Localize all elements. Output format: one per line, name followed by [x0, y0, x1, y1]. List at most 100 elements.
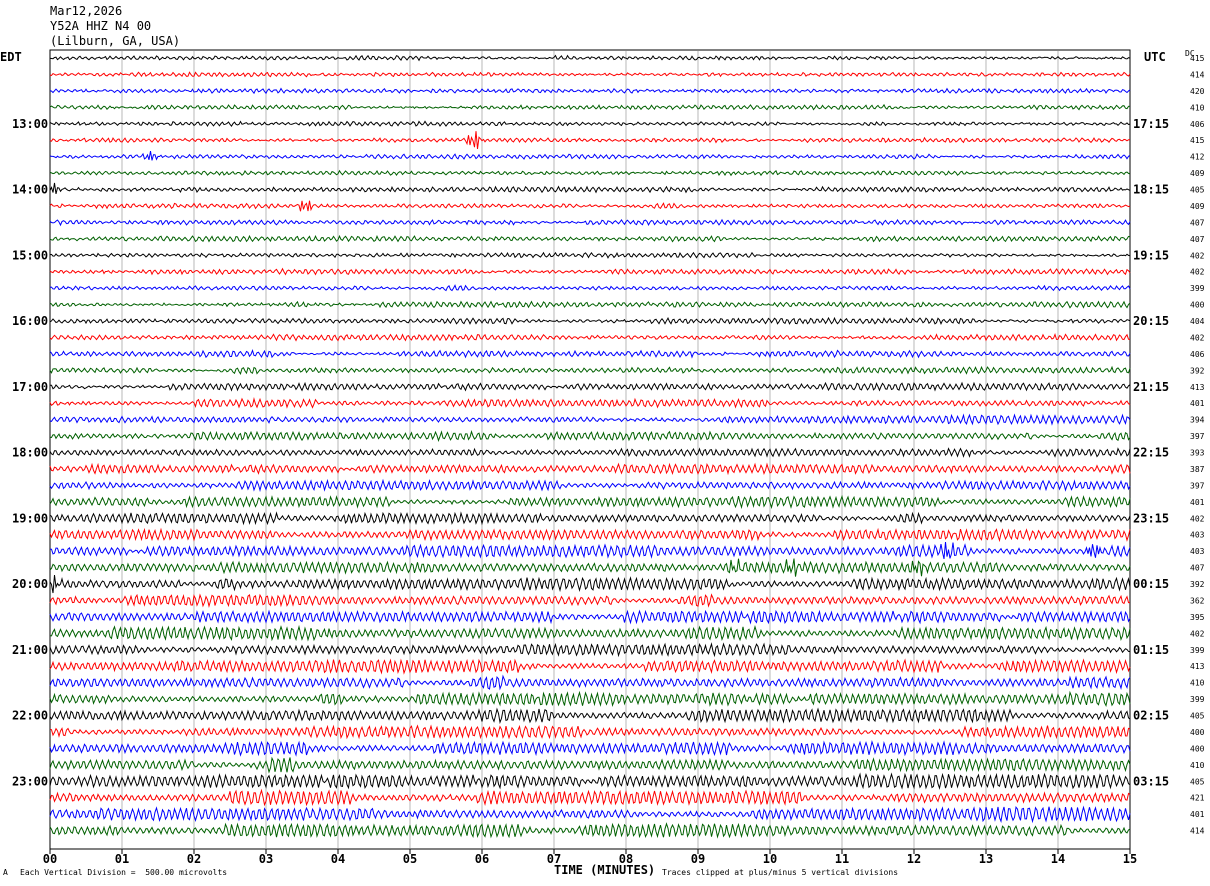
seismic-trace [49, 494, 1131, 510]
utc-hour-label: 03:15 [1133, 774, 1169, 788]
dc-offset-label: 395 [1190, 613, 1205, 622]
seismic-trace [49, 300, 1131, 309]
seismic-trace [49, 527, 1131, 543]
x-tick-label: 13 [979, 852, 993, 866]
x-tick-label: 02 [187, 852, 201, 866]
clipping-note: Traces clipped at plus/minus 5 vertical … [662, 868, 899, 877]
x-tick-label: 05 [403, 852, 417, 866]
x-tick-label: 10 [763, 852, 777, 866]
seismic-trace [49, 772, 1131, 790]
seismic-trace [49, 674, 1131, 691]
edt-hour-label: 16:00 [12, 314, 48, 328]
utc-hour-label: 19:15 [1133, 248, 1169, 262]
dc-offset-label: 399 [1190, 695, 1205, 704]
seismic-trace [49, 284, 1131, 292]
edt-hour-label: 20:00 [12, 577, 48, 591]
dc-offset-label: 412 [1190, 153, 1205, 162]
seismic-trace [49, 642, 1131, 658]
seismic-trace [49, 574, 1131, 594]
x-tick-label: 06 [475, 852, 489, 866]
seismic-trace [50, 381, 1131, 392]
utc-hour-label: 00:15 [1133, 577, 1169, 591]
dc-offset-label: 392 [1190, 580, 1205, 589]
dc-offset-label: 414 [1190, 70, 1205, 79]
utc-hour-label: 21:15 [1133, 380, 1169, 394]
seismic-trace [49, 558, 1131, 577]
dc-offset-label: 401 [1190, 399, 1205, 408]
dc-offset-label: 402 [1190, 514, 1205, 523]
dc-offset-label: 401 [1190, 498, 1205, 507]
seismic-trace [49, 267, 1131, 276]
seismic-trace [49, 103, 1131, 111]
dc-offset-label: 415 [1190, 54, 1205, 63]
seismic-trace [49, 624, 1131, 642]
dc-offset-label: 402 [1190, 268, 1205, 277]
dc-offset-label: 414 [1190, 827, 1205, 836]
x-tick-label: 03 [259, 852, 273, 866]
dc-offset-label: 410 [1190, 679, 1205, 688]
seismic-trace [49, 316, 1131, 325]
station-location: (Lilburn, GA, USA) [50, 34, 181, 48]
seismic-trace [49, 413, 1131, 426]
dc-offset-label: 402 [1190, 333, 1205, 342]
dc-offset-label: 401 [1190, 810, 1205, 819]
seismic-trace [49, 724, 1131, 740]
seismic-trace [49, 131, 1131, 149]
seismic-trace [49, 511, 1131, 526]
dc-offset-label: 397 [1190, 481, 1205, 490]
seismic-trace [49, 478, 1131, 493]
edt-hour-label: 18:00 [12, 446, 48, 460]
x-tick-label: 00 [43, 852, 57, 866]
dc-offset-label: 407 [1190, 235, 1205, 244]
dc-offset-label: 407 [1190, 564, 1205, 573]
seismic-trace [49, 348, 1131, 359]
seismic-trace [49, 756, 1131, 774]
dc-offset-label: 406 [1190, 120, 1205, 129]
edt-hour-label: 15:00 [12, 248, 48, 262]
dc-offset-label: 420 [1190, 87, 1205, 96]
dc-offset-label: 409 [1190, 169, 1205, 178]
seismic-trace [49, 333, 1131, 342]
seismic-trace [49, 120, 1131, 128]
seismic-trace [49, 200, 1131, 212]
dc-offset-label: 410 [1190, 761, 1205, 770]
x-tick-label: 11 [835, 852, 849, 866]
dc-offset-label: 413 [1190, 383, 1205, 392]
dc-offset-label: 399 [1190, 284, 1205, 293]
dc-offset-label: 409 [1190, 202, 1205, 211]
dc-offset-label: 394 [1190, 416, 1205, 425]
edt-hour-label: 23:00 [12, 774, 48, 788]
dc-offset-label: 362 [1190, 596, 1205, 605]
x-tick-label: 12 [907, 852, 921, 866]
seismic-trace [49, 397, 1131, 409]
edt-hour-label: 19:00 [12, 511, 48, 525]
x-axis-title: TIME (MINUTES) [554, 863, 656, 877]
x-tick-label: 04 [331, 852, 345, 866]
dc-offset-label: 407 [1190, 218, 1205, 227]
seismic-trace [49, 430, 1131, 442]
x-tick-label: 15 [1123, 852, 1137, 866]
dc-offset-label: 403 [1190, 531, 1205, 540]
utc-hour-label: 22:15 [1133, 446, 1169, 460]
dc-offset-label: 399 [1190, 646, 1205, 655]
utc-hour-label: 23:15 [1133, 511, 1169, 525]
seismic-trace [49, 658, 1131, 675]
x-tick-label: 08 [619, 852, 633, 866]
seismic-trace [49, 234, 1131, 243]
seismic-trace [49, 788, 1131, 807]
seismic-trace [49, 447, 1131, 458]
vertical-division-note: Each Vertical Division = 500.00 microvol… [20, 868, 228, 877]
dc-offset-label: 406 [1190, 350, 1205, 359]
dc-offset-label: 400 [1190, 744, 1205, 753]
dc-offset-label: 387 [1190, 465, 1205, 474]
dc-offset-label: 402 [1190, 629, 1205, 638]
seismic-trace [49, 151, 1131, 161]
seismic-trace [49, 365, 1131, 375]
dc-offset-label: 410 [1190, 103, 1205, 112]
seismic-trace [49, 251, 1131, 259]
seismic-trace [49, 87, 1131, 95]
seismic-trace [49, 462, 1131, 476]
seismic-trace [49, 739, 1131, 757]
plot-frame [49, 49, 1131, 850]
